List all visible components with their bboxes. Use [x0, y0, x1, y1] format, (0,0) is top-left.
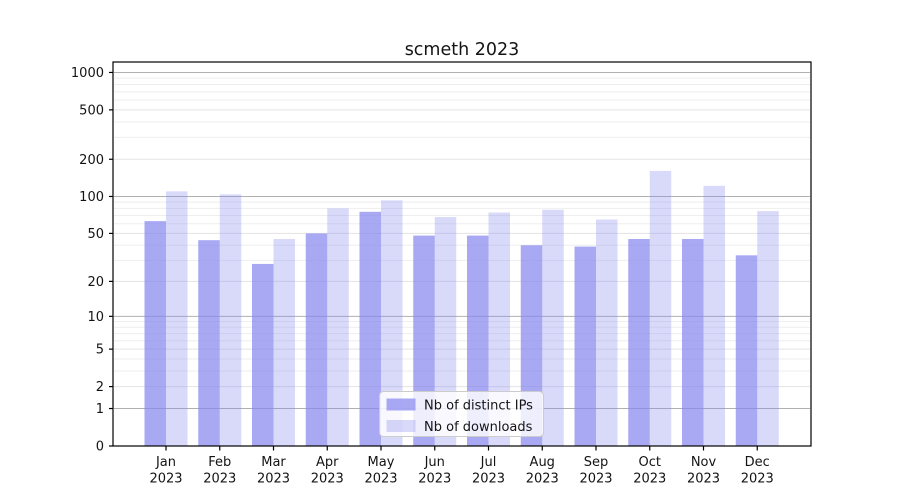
legend-swatch-downloads-icon: [386, 420, 416, 432]
bar-ips-sep: [574, 246, 596, 446]
bar-downloads-dec: [757, 211, 779, 446]
bar-downloads-sep: [596, 219, 618, 446]
bar-ips-jan: [144, 221, 166, 446]
bar-ips-oct: [628, 238, 650, 446]
bar-downloads-jan: [166, 191, 188, 446]
x-tick-label-nov: Nov: [691, 455, 717, 470]
bar-downloads-jun: [434, 217, 457, 446]
y-tick-label-100: 100: [79, 190, 104, 205]
x-tick-year-may: 2023: [364, 472, 397, 487]
bar-ips-may: [359, 211, 381, 446]
x-tick-label-may: May: [368, 455, 395, 470]
bar-ips-nov: [682, 238, 704, 446]
x-axis: Jan 2023 Feb 2023 Mar 2023 Apr 2023 May 2023 Jun 20…: [149, 446, 774, 487]
x-tick-label-oct: Oct: [639, 455, 661, 470]
x-tick-year-jun: 2023: [418, 472, 451, 487]
plot-border: [112, 61, 812, 447]
x-tick-year-nov: 2023: [687, 472, 720, 487]
y-axis: 0 1 2 5 10 20 50 100 200 500 1000: [71, 66, 113, 455]
x-tick-label-jun: Jun: [424, 455, 445, 470]
x-tick-year-aug: 2023: [526, 472, 559, 487]
x-tick-year-apr: 2023: [311, 472, 344, 487]
x-tick-label-feb: Feb: [208, 455, 231, 470]
bar-ips-feb: [198, 240, 220, 446]
y-tick-label-1000: 1000: [71, 66, 104, 81]
y-tick-label-2: 2: [96, 380, 104, 395]
bar-downloads-oct: [649, 170, 672, 446]
x-tick-year-jan: 2023: [149, 472, 182, 487]
legend-swatch-distinct-ips-icon: [386, 398, 416, 411]
x-tick-label-sep: Sep: [584, 455, 609, 470]
x-tick-label-aug: Aug: [530, 455, 555, 470]
legend-label-distinct-ips: Nb of distinct IPs: [424, 399, 533, 414]
y-tick-label-200: 200: [79, 153, 104, 168]
bar-downloads-jul: [488, 212, 510, 446]
legend-label-downloads: Nb of downloads: [424, 420, 533, 435]
x-tick-year-oct: 2023: [633, 472, 666, 487]
legend: Nb of distinct IPs Nb of downloads: [379, 391, 544, 437]
legend-box: [379, 391, 544, 437]
x-tick-label-dec: Dec: [745, 455, 770, 470]
y-tick-label-0: 0: [96, 440, 104, 455]
bar-ips-mar: [252, 263, 274, 446]
bar-downloads-may: [381, 200, 403, 446]
y-tick-label-500: 500: [79, 103, 104, 118]
x-tick-year-mar: 2023: [257, 472, 290, 487]
y-tick-label-5: 5: [96, 343, 104, 358]
chart-title: scmeth 2023: [405, 40, 520, 60]
bar-downloads-mar: [273, 238, 295, 446]
bar-ips-apr: [305, 233, 328, 446]
x-tick-label-jul: Jul: [480, 455, 497, 470]
y-tick-label-50: 50: [87, 227, 104, 242]
y-tick-label-1: 1: [96, 402, 104, 417]
x-tick-label-jan: Jan: [155, 455, 176, 470]
x-tick-label-apr: Apr: [316, 455, 339, 470]
x-tick-year-feb: 2023: [203, 472, 236, 487]
x-tick-year-dec: 2023: [741, 472, 774, 487]
bar-downloads-nov: [703, 185, 725, 446]
bar-ips-dec: [735, 255, 758, 446]
bar-downloads-feb: [219, 194, 242, 446]
y-tick-label-20: 20: [87, 275, 104, 290]
bar-downloads-apr: [327, 208, 349, 446]
x-tick-year-jul: 2023: [472, 472, 505, 487]
y-tick-label-10: 10: [87, 310, 104, 325]
bar-downloads-aug: [542, 209, 564, 446]
x-tick-label-mar: Mar: [261, 455, 286, 470]
x-tick-year-sep: 2023: [579, 472, 612, 487]
